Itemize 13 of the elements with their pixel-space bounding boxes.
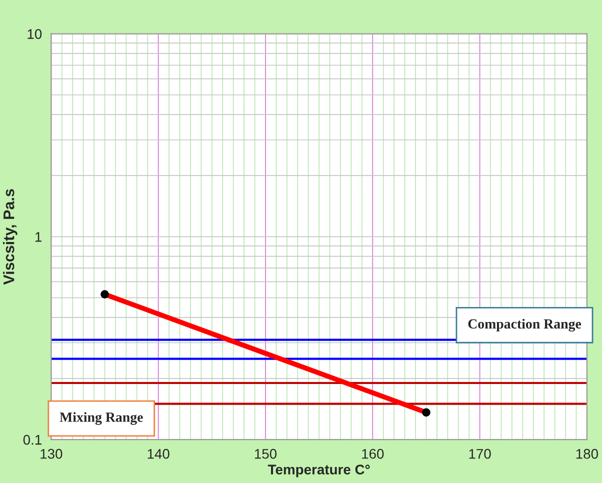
x-tick-label: 160 <box>362 448 384 459</box>
x-tick-label: 170 <box>469 448 491 459</box>
x-tick-label: 130 <box>40 448 62 459</box>
x-tick-label: 140 <box>148 448 170 459</box>
y-tick-label: 0.1 <box>23 434 42 445</box>
ref-line-label: Mixing Range <box>60 412 143 425</box>
y-tick-label: 1 <box>35 232 42 242</box>
x-tick-label: 180 <box>576 448 598 459</box>
y-tick-label: 10 <box>28 29 42 39</box>
x-axis-title: Temperature C° <box>268 464 370 478</box>
ref-line-label: Compaction Range <box>468 318 582 332</box>
y-axis-title: Viscsity, Pa.s <box>3 189 18 285</box>
x-tick-label: 150 <box>254 448 277 459</box>
